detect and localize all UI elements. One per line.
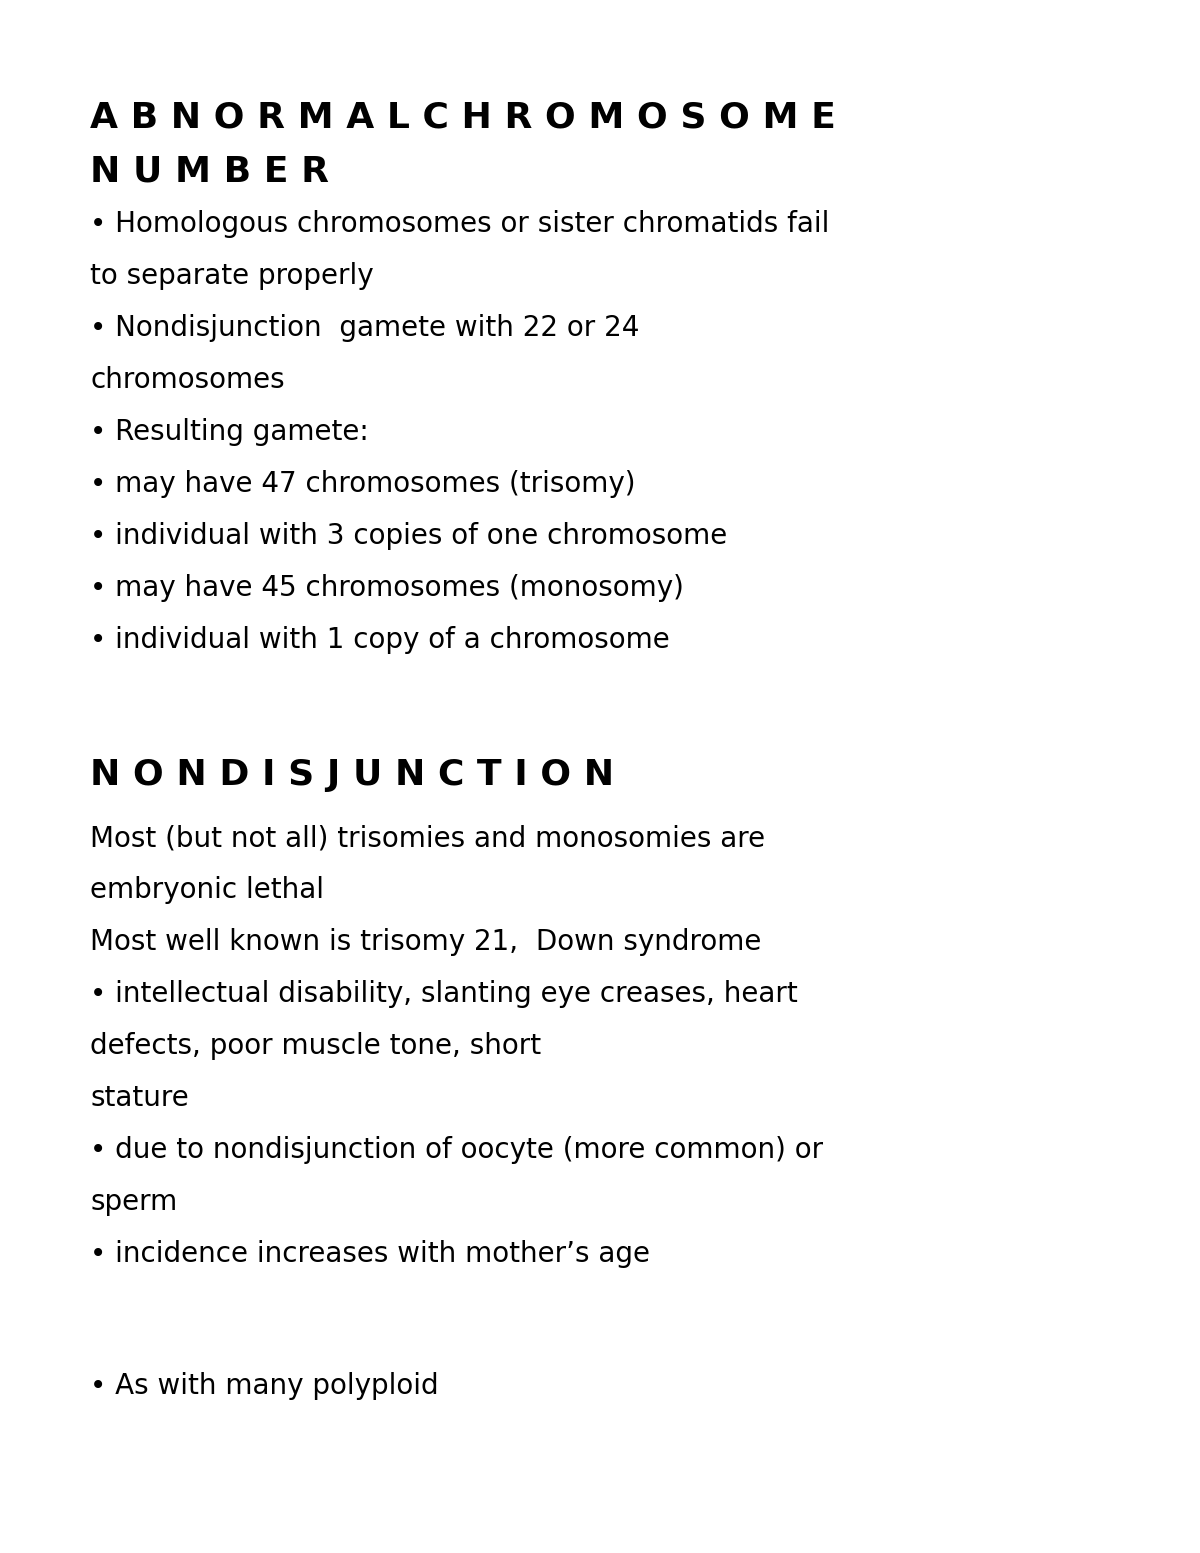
Text: • intellectual disability, slanting eye creases, heart: • intellectual disability, slanting eye …: [90, 980, 798, 1008]
Text: • Nondisjunction  gamete with 22 or 24: • Nondisjunction gamete with 22 or 24: [90, 314, 640, 342]
Text: Most (but not all) trisomies and monosomies are: Most (but not all) trisomies and monosom…: [90, 825, 766, 853]
Text: embryonic lethal: embryonic lethal: [90, 876, 324, 904]
Text: • may have 45 chromosomes (monosomy): • may have 45 chromosomes (monosomy): [90, 575, 684, 603]
Text: N O N D I S J U N C T I O N: N O N D I S J U N C T I O N: [90, 758, 614, 792]
Text: Most well known is trisomy 21,  Down syndrome: Most well known is trisomy 21, Down synd…: [90, 929, 761, 957]
Text: to separate properly: to separate properly: [90, 262, 373, 290]
Text: stature: stature: [90, 1084, 188, 1112]
Text: • individual with 3 copies of one chromosome: • individual with 3 copies of one chromo…: [90, 522, 727, 550]
Text: • Homologous chromosomes or sister chromatids fail: • Homologous chromosomes or sister chrom…: [90, 210, 829, 238]
Text: sperm: sperm: [90, 1188, 178, 1216]
Text: • may have 47 chromosomes (trisomy): • may have 47 chromosomes (trisomy): [90, 471, 636, 499]
Text: • individual with 1 copy of a chromosome: • individual with 1 copy of a chromosome: [90, 626, 670, 654]
Text: defects, poor muscle tone, short: defects, poor muscle tone, short: [90, 1033, 541, 1061]
Text: • As with many polyploid: • As with many polyploid: [90, 1371, 439, 1399]
Text: N U M B E R: N U M B E R: [90, 155, 329, 189]
Text: A B N O R M A L C H R O M O S O M E: A B N O R M A L C H R O M O S O M E: [90, 99, 836, 134]
Text: • Resulting gamete:: • Resulting gamete:: [90, 418, 368, 446]
Text: chromosomes: chromosomes: [90, 367, 284, 394]
Text: • due to nondisjunction of oocyte (more common) or: • due to nondisjunction of oocyte (more …: [90, 1135, 823, 1165]
Text: • incidence increases with mother’s age: • incidence increases with mother’s age: [90, 1239, 650, 1267]
